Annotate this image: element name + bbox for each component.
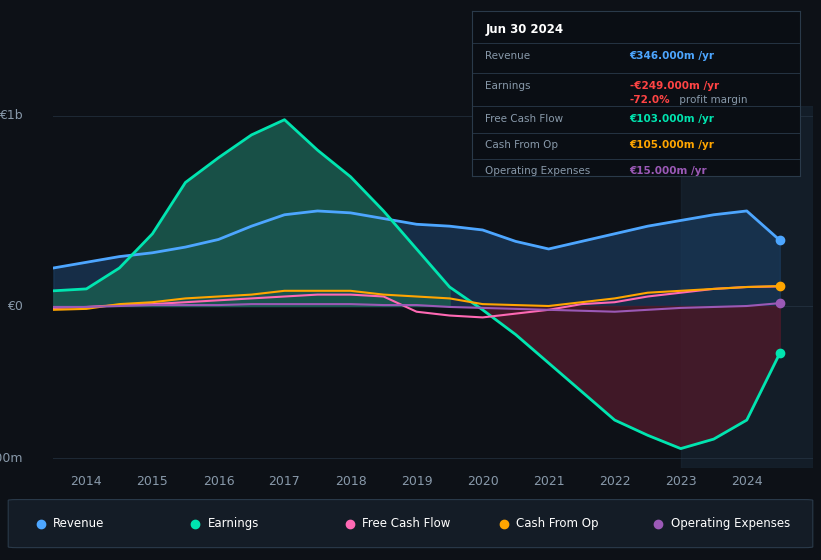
- Text: Cash From Op: Cash From Op: [516, 517, 599, 530]
- Text: Free Cash Flow: Free Cash Flow: [362, 517, 451, 530]
- Text: Earnings: Earnings: [485, 81, 530, 91]
- Text: €346.000m /yr: €346.000m /yr: [630, 51, 715, 61]
- Bar: [681, 106, 813, 468]
- Text: Revenue: Revenue: [53, 517, 105, 530]
- Text: Free Cash Flow: Free Cash Flow: [485, 114, 563, 124]
- Text: Revenue: Revenue: [485, 51, 530, 61]
- Text: €15.000m /yr: €15.000m /yr: [630, 166, 708, 176]
- Text: Cash From Op: Cash From Op: [485, 140, 558, 150]
- Text: €0: €0: [7, 300, 23, 312]
- Text: -72.0%: -72.0%: [630, 95, 670, 105]
- Text: profit margin: profit margin: [676, 95, 747, 105]
- Text: €1b: €1b: [0, 109, 23, 123]
- Text: -€249.000m /yr: -€249.000m /yr: [630, 81, 719, 91]
- Text: Jun 30 2024: Jun 30 2024: [485, 23, 563, 36]
- Text: -€800m: -€800m: [0, 451, 23, 465]
- Text: Operating Expenses: Operating Expenses: [671, 517, 790, 530]
- Text: Earnings: Earnings: [208, 517, 259, 530]
- Text: €103.000m /yr: €103.000m /yr: [630, 114, 714, 124]
- Text: €105.000m /yr: €105.000m /yr: [630, 140, 714, 150]
- Text: Operating Expenses: Operating Expenses: [485, 166, 590, 176]
- FancyBboxPatch shape: [8, 500, 813, 548]
